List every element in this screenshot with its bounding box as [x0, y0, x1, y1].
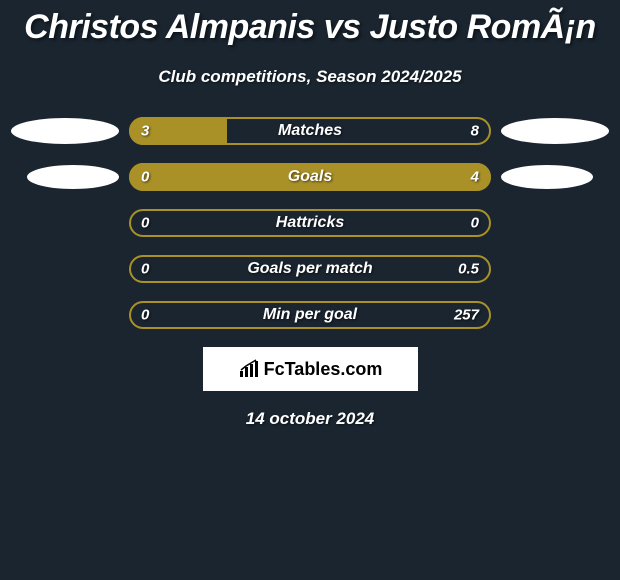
stat-bar: 0 Min per goal 257	[129, 301, 491, 329]
stat-bar: 0 Goals per match 0.5	[129, 255, 491, 283]
stat-label: Hattricks	[276, 214, 344, 232]
stat-bar: 0 Goals 4	[129, 163, 491, 191]
subtitle: Club competitions, Season 2024/2025	[0, 67, 620, 87]
stat-label: Matches	[278, 122, 342, 140]
stat-right-value: 4	[471, 169, 479, 186]
stat-left-value: 3	[141, 123, 149, 140]
stat-row: 0 Goals per match 0.5	[5, 255, 615, 283]
chart-icon	[238, 359, 260, 379]
stat-left-value: 0	[141, 169, 149, 186]
stat-label: Goals per match	[247, 260, 372, 278]
stat-left-value: 0	[141, 215, 149, 232]
branding-box[interactable]: FcTables.com	[203, 347, 418, 391]
stat-bar: 0 Hattricks 0	[129, 209, 491, 237]
page-title: Christos Almpanis vs Justo RomÃ¡n	[0, 0, 620, 47]
player-right-icon	[501, 165, 593, 189]
stat-row: 3 Matches 8	[5, 117, 615, 145]
player-right-icon	[501, 118, 609, 144]
player-left-icon	[27, 165, 119, 189]
stat-row: 0 Goals 4	[5, 163, 615, 191]
date-label: 14 october 2024	[0, 409, 620, 429]
stat-bar: 3 Matches 8	[129, 117, 491, 145]
stat-label: Min per goal	[263, 306, 357, 324]
stat-left-value: 0	[141, 261, 149, 278]
stat-label: Goals	[288, 168, 332, 186]
stat-right-value: 0.5	[458, 261, 479, 278]
player-left-icon	[11, 118, 119, 144]
stat-row: 0 Hattricks 0	[5, 209, 615, 237]
stat-right-value: 8	[471, 123, 479, 140]
stat-left-value: 0	[141, 307, 149, 324]
stat-right-value: 257	[454, 307, 479, 324]
stat-row: 0 Min per goal 257	[5, 301, 615, 329]
branding-label: FcTables.com	[264, 359, 383, 380]
comparison-chart: 3 Matches 8 0 Goals 4 0 Hattricks 0 0 Goals per ma…	[0, 117, 620, 329]
stat-right-value: 0	[471, 215, 479, 232]
